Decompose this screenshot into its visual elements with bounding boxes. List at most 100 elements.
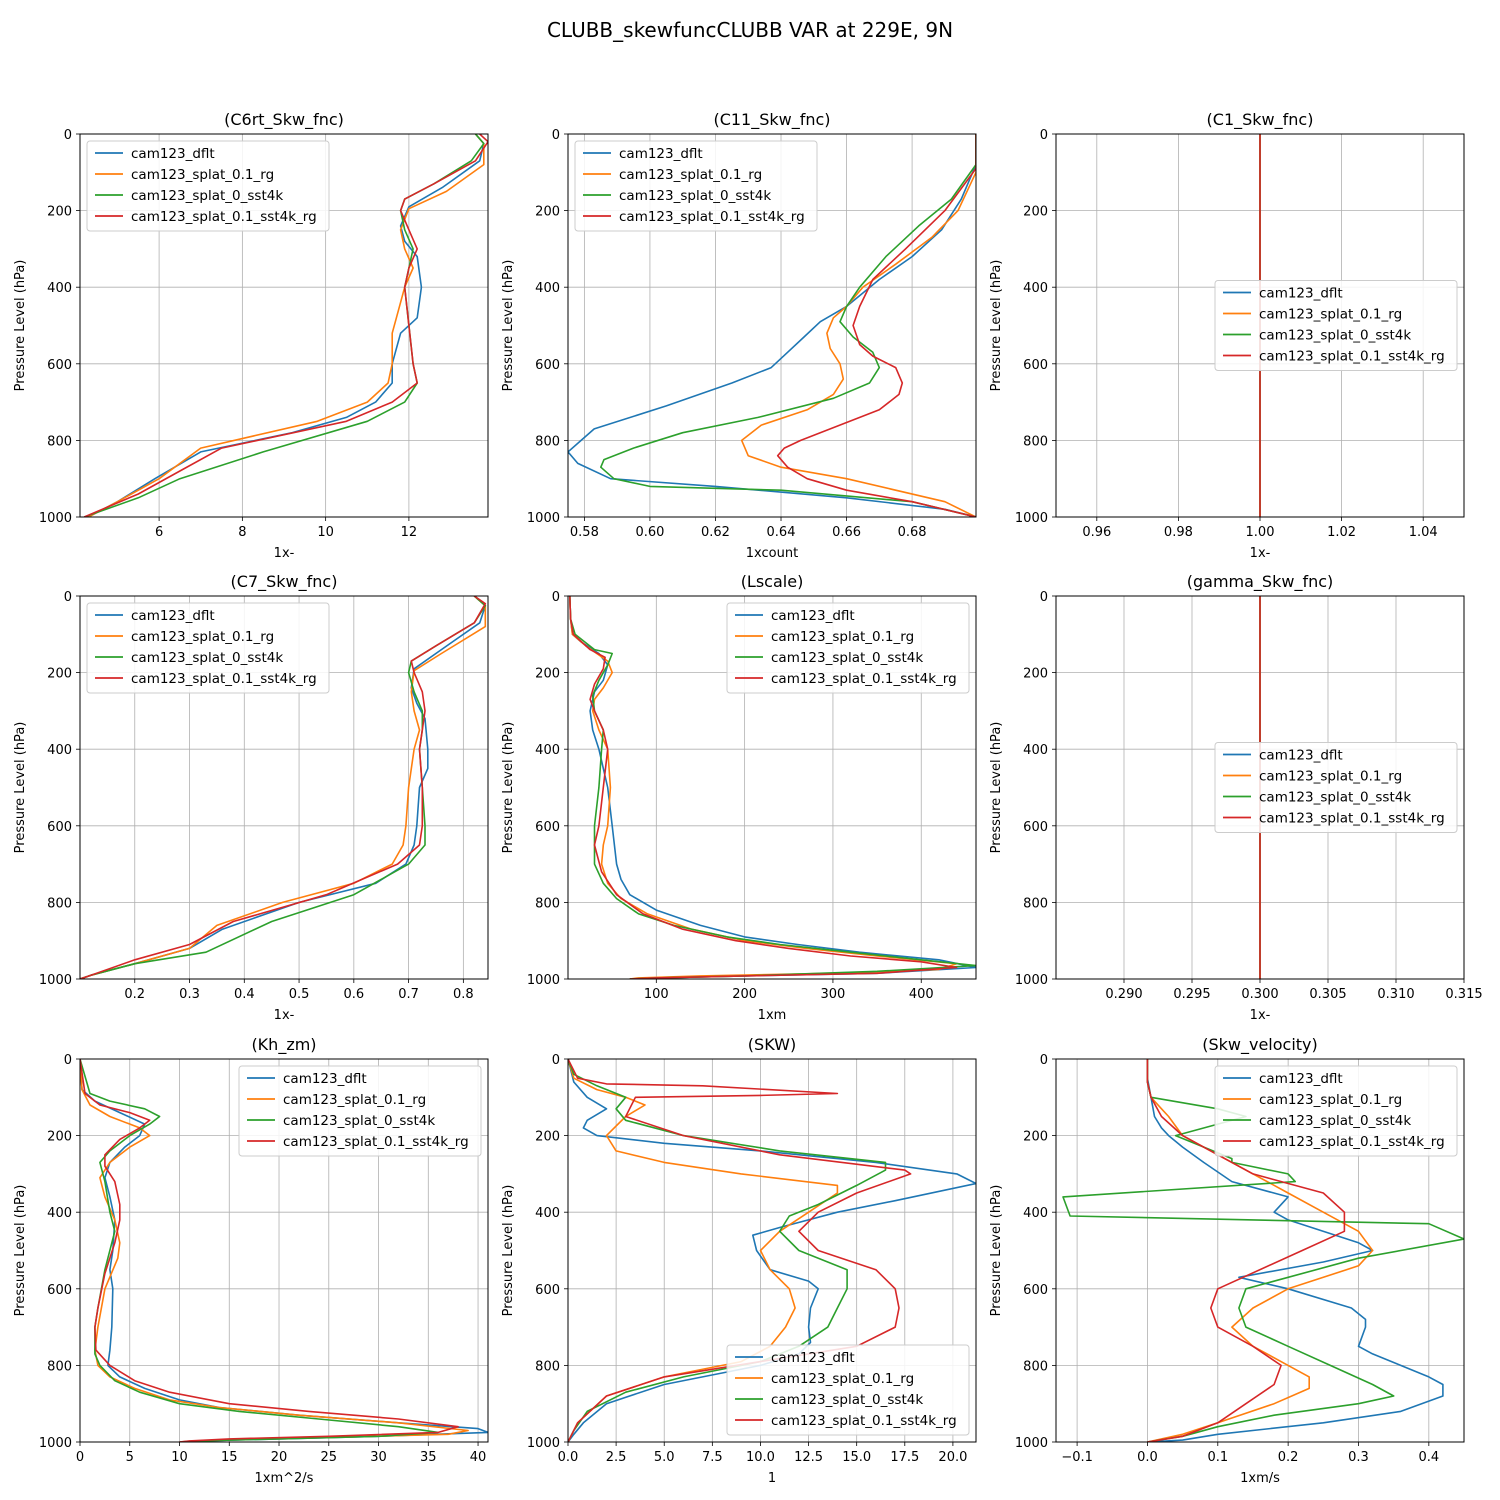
x-tick-label: 12.5 [794, 1450, 823, 1465]
legend-label: cam123_dflt [1259, 1071, 1343, 1087]
y-tick-label: 400 [535, 1206, 560, 1221]
x-axis-label: 1x- [274, 1008, 295, 1023]
x-tick-label: 200 [732, 987, 757, 1002]
legend-label: cam123_splat_0_sst4k [1259, 790, 1411, 806]
y-tick-label: 200 [535, 205, 560, 220]
legend-label: cam123_splat_0.1_rg [131, 629, 274, 645]
legend: cam123_dflt cam123_splat_0.1_rg cam123_spl… [1214, 1065, 1458, 1157]
x-tick-label: 5.0 [654, 1450, 675, 1465]
x-tick-label: 0.7 [398, 987, 419, 1002]
x-tick-label: 400 [909, 987, 934, 1002]
series-line-cam123_splat_0.1_rg [80, 1059, 469, 1442]
y-tick-label: 200 [535, 1130, 560, 1145]
y-axis-label: Pressure Level (hPa) [13, 260, 28, 392]
subplot-7: 0 5 10 15 20 25 30 35 4002004006008001000(Kh_zm)… [13, 1035, 489, 1486]
y-tick-label: 0 [1040, 1053, 1048, 1068]
y-tick-label: 1000 [39, 511, 72, 526]
subplot-title: (C6rt_Skw_fnc) [224, 110, 344, 130]
x-tick-label: 0.5 [289, 987, 310, 1002]
y-tick-label: 0 [64, 590, 72, 605]
legend-label: cam123_dflt [283, 1071, 367, 1087]
legend-label: cam123_splat_0_sst4k [771, 650, 923, 666]
subplot-title: (SKW) [748, 1035, 796, 1054]
y-tick-label: 1000 [39, 1436, 72, 1451]
legend-label: cam123_splat_0.1_sst4k_rg [283, 1134, 469, 1150]
legend-box [726, 602, 970, 694]
y-tick-label: 800 [47, 1359, 72, 1374]
y-axis-label: Pressure Level (hPa) [501, 1185, 516, 1317]
x-tick-label: 0.305 [1309, 987, 1346, 1002]
legend-label: cam123_dflt [131, 608, 215, 624]
x-tick-label: 25 [321, 1450, 338, 1465]
x-tick-label: 1.00 [1246, 525, 1275, 540]
y-tick-label: 200 [1023, 205, 1048, 220]
subplot-2: 0.58 0.60 0.62 0.64 0.66 0.68 0 200 400 600 800 100… [501, 110, 977, 561]
x-tick-label: 0.310 [1377, 987, 1414, 1002]
legend-label: cam123_splat_0.1_sst4k_rg [771, 1413, 957, 1429]
y-tick-label: 1000 [39, 973, 72, 988]
y-tick-label: 800 [1023, 896, 1048, 911]
series-line-cam123_splat_0.1_sst4k_rg [776, 134, 976, 517]
x-tick-label: 0.3 [179, 987, 200, 1002]
y-tick-label: 200 [1023, 1130, 1048, 1145]
y-tick-label: 600 [535, 1283, 560, 1298]
legend: cam123_dflt cam123_splat_0.1_rg cam123_spl… [1214, 280, 1458, 371]
x-axis-label: 1xm [758, 1008, 787, 1023]
x-tick-label: 30 [370, 1450, 387, 1465]
series-line-cam123_splat_0.1_sst4k_rg [80, 596, 487, 979]
legend-label: cam123_splat_0.1_rg [1259, 1092, 1402, 1108]
legend-box [1214, 280, 1458, 371]
y-tick-label: 800 [1023, 1359, 1048, 1374]
y-tick-label: 200 [47, 1130, 72, 1145]
legend-label: cam123_splat_0.1_sst4k_rg [1259, 1134, 1445, 1150]
figure-title: CLUBB_skewfuncCLUBB VAR at 229E, 9N [547, 18, 953, 42]
x-tick-label: 0.6 [343, 987, 364, 1002]
subplot-grid: 6 8 10 1202004006008001000(C6rt_Skw_fnc)1x-… [13, 110, 1483, 1486]
y-tick-label: 600 [1023, 358, 1048, 373]
y-tick-label: 600 [1023, 1283, 1048, 1298]
x-tick-label: 0.98 [1164, 525, 1193, 540]
series-line-cam123_splat_0_sst4k [569, 596, 976, 979]
y-tick-label: 600 [47, 820, 72, 835]
y-tick-label: 1000 [527, 511, 560, 526]
x-tick-label: 0.96 [1082, 525, 1111, 540]
series-line-cam123_splat_0.1_sst4k_rg [569, 596, 958, 979]
series-group [80, 1059, 488, 1442]
x-tick-label: 8 [238, 525, 246, 540]
axes-frame [567, 1058, 977, 1443]
y-tick-label: 0 [64, 128, 72, 143]
series-line-cam123_splat_0.1_sst4k_rg [1146, 1059, 1346, 1442]
legend-label: cam123_splat_0.1_sst4k_rg [131, 209, 317, 225]
subplot-title: (gamma_Skw_fnc) [1187, 572, 1334, 592]
x-tick-label: 0.315 [1445, 987, 1482, 1002]
y-tick-label: 0 [552, 1053, 560, 1068]
x-tick-label: 0.58 [570, 525, 599, 540]
y-axis-label: Pressure Level (hPa) [501, 260, 516, 392]
y-tick-label: 600 [535, 358, 560, 373]
series-group [83, 134, 488, 517]
y-tick-label: 400 [47, 743, 72, 758]
x-tick-label: 0 [76, 1450, 84, 1465]
y-tick-label: 0 [1040, 590, 1048, 605]
x-tick-label: 0.2 [124, 987, 145, 1002]
legend-label: cam123_splat_0_sst4k [131, 188, 283, 204]
y-tick-label: 0 [1040, 128, 1048, 143]
y-axis-label: Pressure Level (hPa) [13, 1185, 28, 1317]
legend-label: cam123_splat_0.1_rg [771, 629, 914, 645]
x-tick-label: 0.300 [1241, 987, 1278, 1002]
x-tick-label: 0.2 [1278, 1450, 1299, 1465]
y-tick-label: 800 [47, 434, 72, 449]
x-tick-label: 0.4 [1418, 1450, 1439, 1465]
x-tick-label: 0.0 [1137, 1450, 1158, 1465]
series-line-cam123_splat_0.1_rg [1146, 1059, 1374, 1442]
series-line-cam123_splat_0.1_rg [87, 134, 485, 517]
x-tick-label: 0.0 [558, 1450, 579, 1465]
subplot-title: (C11_Skw_fnc) [713, 110, 830, 130]
x-tick-label: 0.8 [453, 987, 474, 1002]
series-line-cam123_splat_0_sst4k [599, 134, 976, 517]
x-tick-label: 7.5 [702, 1450, 723, 1465]
y-tick-label: 200 [535, 667, 560, 682]
x-tick-label: 0.66 [832, 525, 861, 540]
subplot-4: 0.2 0.3 0.4 0.5 0.6 0.7 0.8 0 200 400 600 800 1000 (C… [13, 572, 489, 1023]
x-tick-label: −0.1 [1061, 1450, 1093, 1465]
